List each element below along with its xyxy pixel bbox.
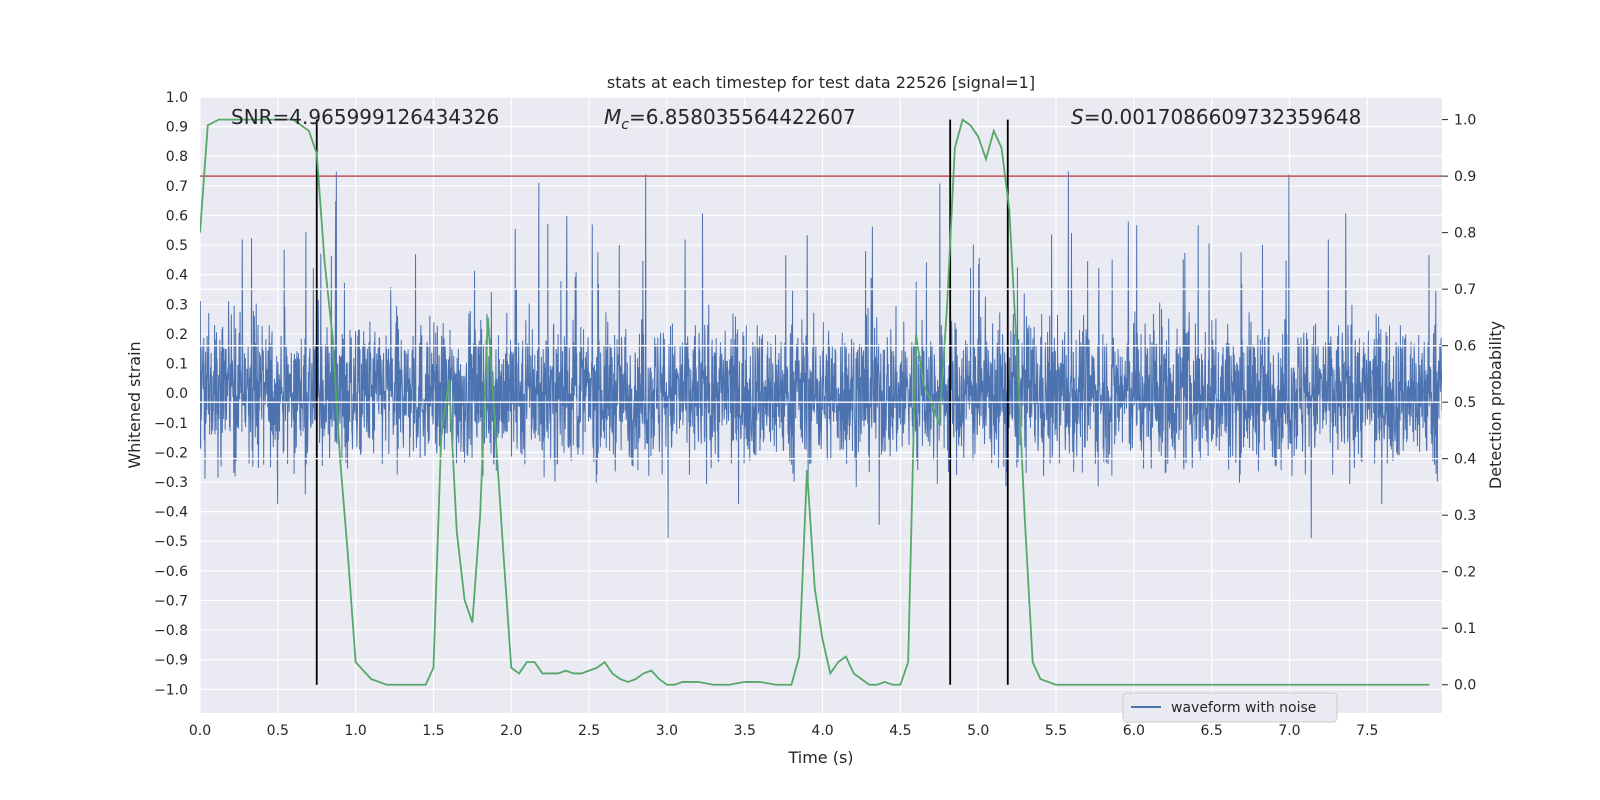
y-left-tick-label: 0.8 <box>166 149 188 165</box>
s-symbol: S <box>1071 105 1084 129</box>
x-tick-label: 4.5 <box>889 723 911 739</box>
y-right-tick-label: 0.2 <box>1454 565 1476 581</box>
chirp-mass-subscript: c <box>621 117 629 133</box>
x-tick-label: 0.0 <box>189 723 211 739</box>
chirp-mass-value: =6.858035564422607 <box>629 105 856 129</box>
y-left-tick-label: 0.5 <box>166 238 188 254</box>
y-axis-label-right: Detection probability <box>1486 321 1505 489</box>
x-tick-label: 2.0 <box>500 723 522 739</box>
s-value: =0.0017086609732359648 <box>1084 105 1362 129</box>
y-left-tick-label: 0.0 <box>166 386 188 402</box>
y-left-tick-label: −0.6 <box>154 564 188 580</box>
y-left-tick-label: −0.4 <box>154 505 188 521</box>
y-right-tick-label: 0.5 <box>1454 395 1476 411</box>
x-tick-label: 3.0 <box>656 723 678 739</box>
detection-probability-series <box>200 118 1430 686</box>
x-tick-label: 7.0 <box>1278 723 1300 739</box>
y2-grid <box>200 288 1442 460</box>
y-right-tick-label: 0.8 <box>1454 226 1476 242</box>
x-tick-label: 1.5 <box>422 723 444 739</box>
chirp-mass-symbol: M <box>604 105 621 129</box>
legend: waveform with noise <box>1122 692 1338 723</box>
y-left-tick-label: 1.0 <box>166 90 188 106</box>
y-right-tick-label: 0.6 <box>1454 339 1476 355</box>
s-annotation: S=0.0017086609732359648 <box>1071 105 1361 129</box>
x-tick-label: 1.0 <box>345 723 367 739</box>
y-left-tick-label: −0.8 <box>154 623 188 639</box>
y-left-tick-label: −0.7 <box>154 593 188 609</box>
y-left-tick-label: 0.4 <box>166 268 188 284</box>
y-left-tick-label: 0.6 <box>166 208 188 224</box>
y-right-tick-label: 0.4 <box>1454 452 1476 468</box>
y-left-tick-label: 0.7 <box>166 179 188 195</box>
x-tick-label: 5.0 <box>967 723 989 739</box>
x-tick-label: 5.5 <box>1045 723 1067 739</box>
waveform-series <box>200 171 1442 539</box>
y-right-ticks: 1.0 0.9 0.8 0.7 0.6 0.5 0.4 0.3 0.2 0.1 0.0 <box>1442 113 1476 694</box>
y-right-tick-label: 0.0 <box>1454 678 1476 694</box>
y-left-tick-label: 0.1 <box>166 357 188 373</box>
legend-box <box>1122 692 1338 723</box>
x-tick-label: 7.5 <box>1356 723 1378 739</box>
legend-label: waveform with noise <box>1171 700 1316 716</box>
y-left-tick-label: −0.1 <box>154 416 188 432</box>
y-left-tick-label: 0.2 <box>166 327 188 343</box>
chirp-mass-annotation: Mc=6.858035564422607 <box>604 105 856 133</box>
y-right-tick-label: 0.3 <box>1454 508 1476 524</box>
snr-annotation: SNR=4.965999126434326 <box>231 105 499 129</box>
y-left-tick-label: −0.9 <box>154 653 188 669</box>
x-axis-label: Time (s) <box>787 748 853 767</box>
y-axis-label-left: Whitened strain <box>125 341 144 468</box>
y-left-tick-label: 0.3 <box>166 297 188 313</box>
x-ticks: 0.0 0.5 1.0 1.5 2.0 2.5 3.0 3.5 4.0 4.5 5.0 5.5 6.0 6… <box>189 723 1379 739</box>
y-right-tick-label: 0.1 <box>1454 621 1476 637</box>
y-left-tick-label: 0.9 <box>166 120 188 136</box>
x-tick-label: 6.5 <box>1201 723 1223 739</box>
x-tick-label: 3.5 <box>734 723 756 739</box>
y-left-tick-label: −0.3 <box>154 475 188 491</box>
chart-title: stats at each timestep for test data 225… <box>607 73 1035 92</box>
y-left-tick-label: −0.2 <box>154 445 188 461</box>
x-tick-label: 0.5 <box>267 723 289 739</box>
y-right-tick-label: 1.0 <box>1454 113 1476 129</box>
x-tick-label: 6.0 <box>1123 723 1145 739</box>
y-right-tick-label: 0.7 <box>1454 282 1476 298</box>
y-right-tick-label: 0.9 <box>1454 169 1476 185</box>
y-left-ticks: 1.0 0.9 0.8 0.7 0.6 0.5 0.4 0.3 0.2 0.1 0.0 −0.1 −0.… <box>154 90 188 698</box>
x-tick-label: 2.5 <box>578 723 600 739</box>
y-left-tick-label: −1.0 <box>154 682 188 698</box>
x-tick-label: 4.0 <box>811 723 833 739</box>
y-left-tick-label: −0.5 <box>154 534 188 550</box>
